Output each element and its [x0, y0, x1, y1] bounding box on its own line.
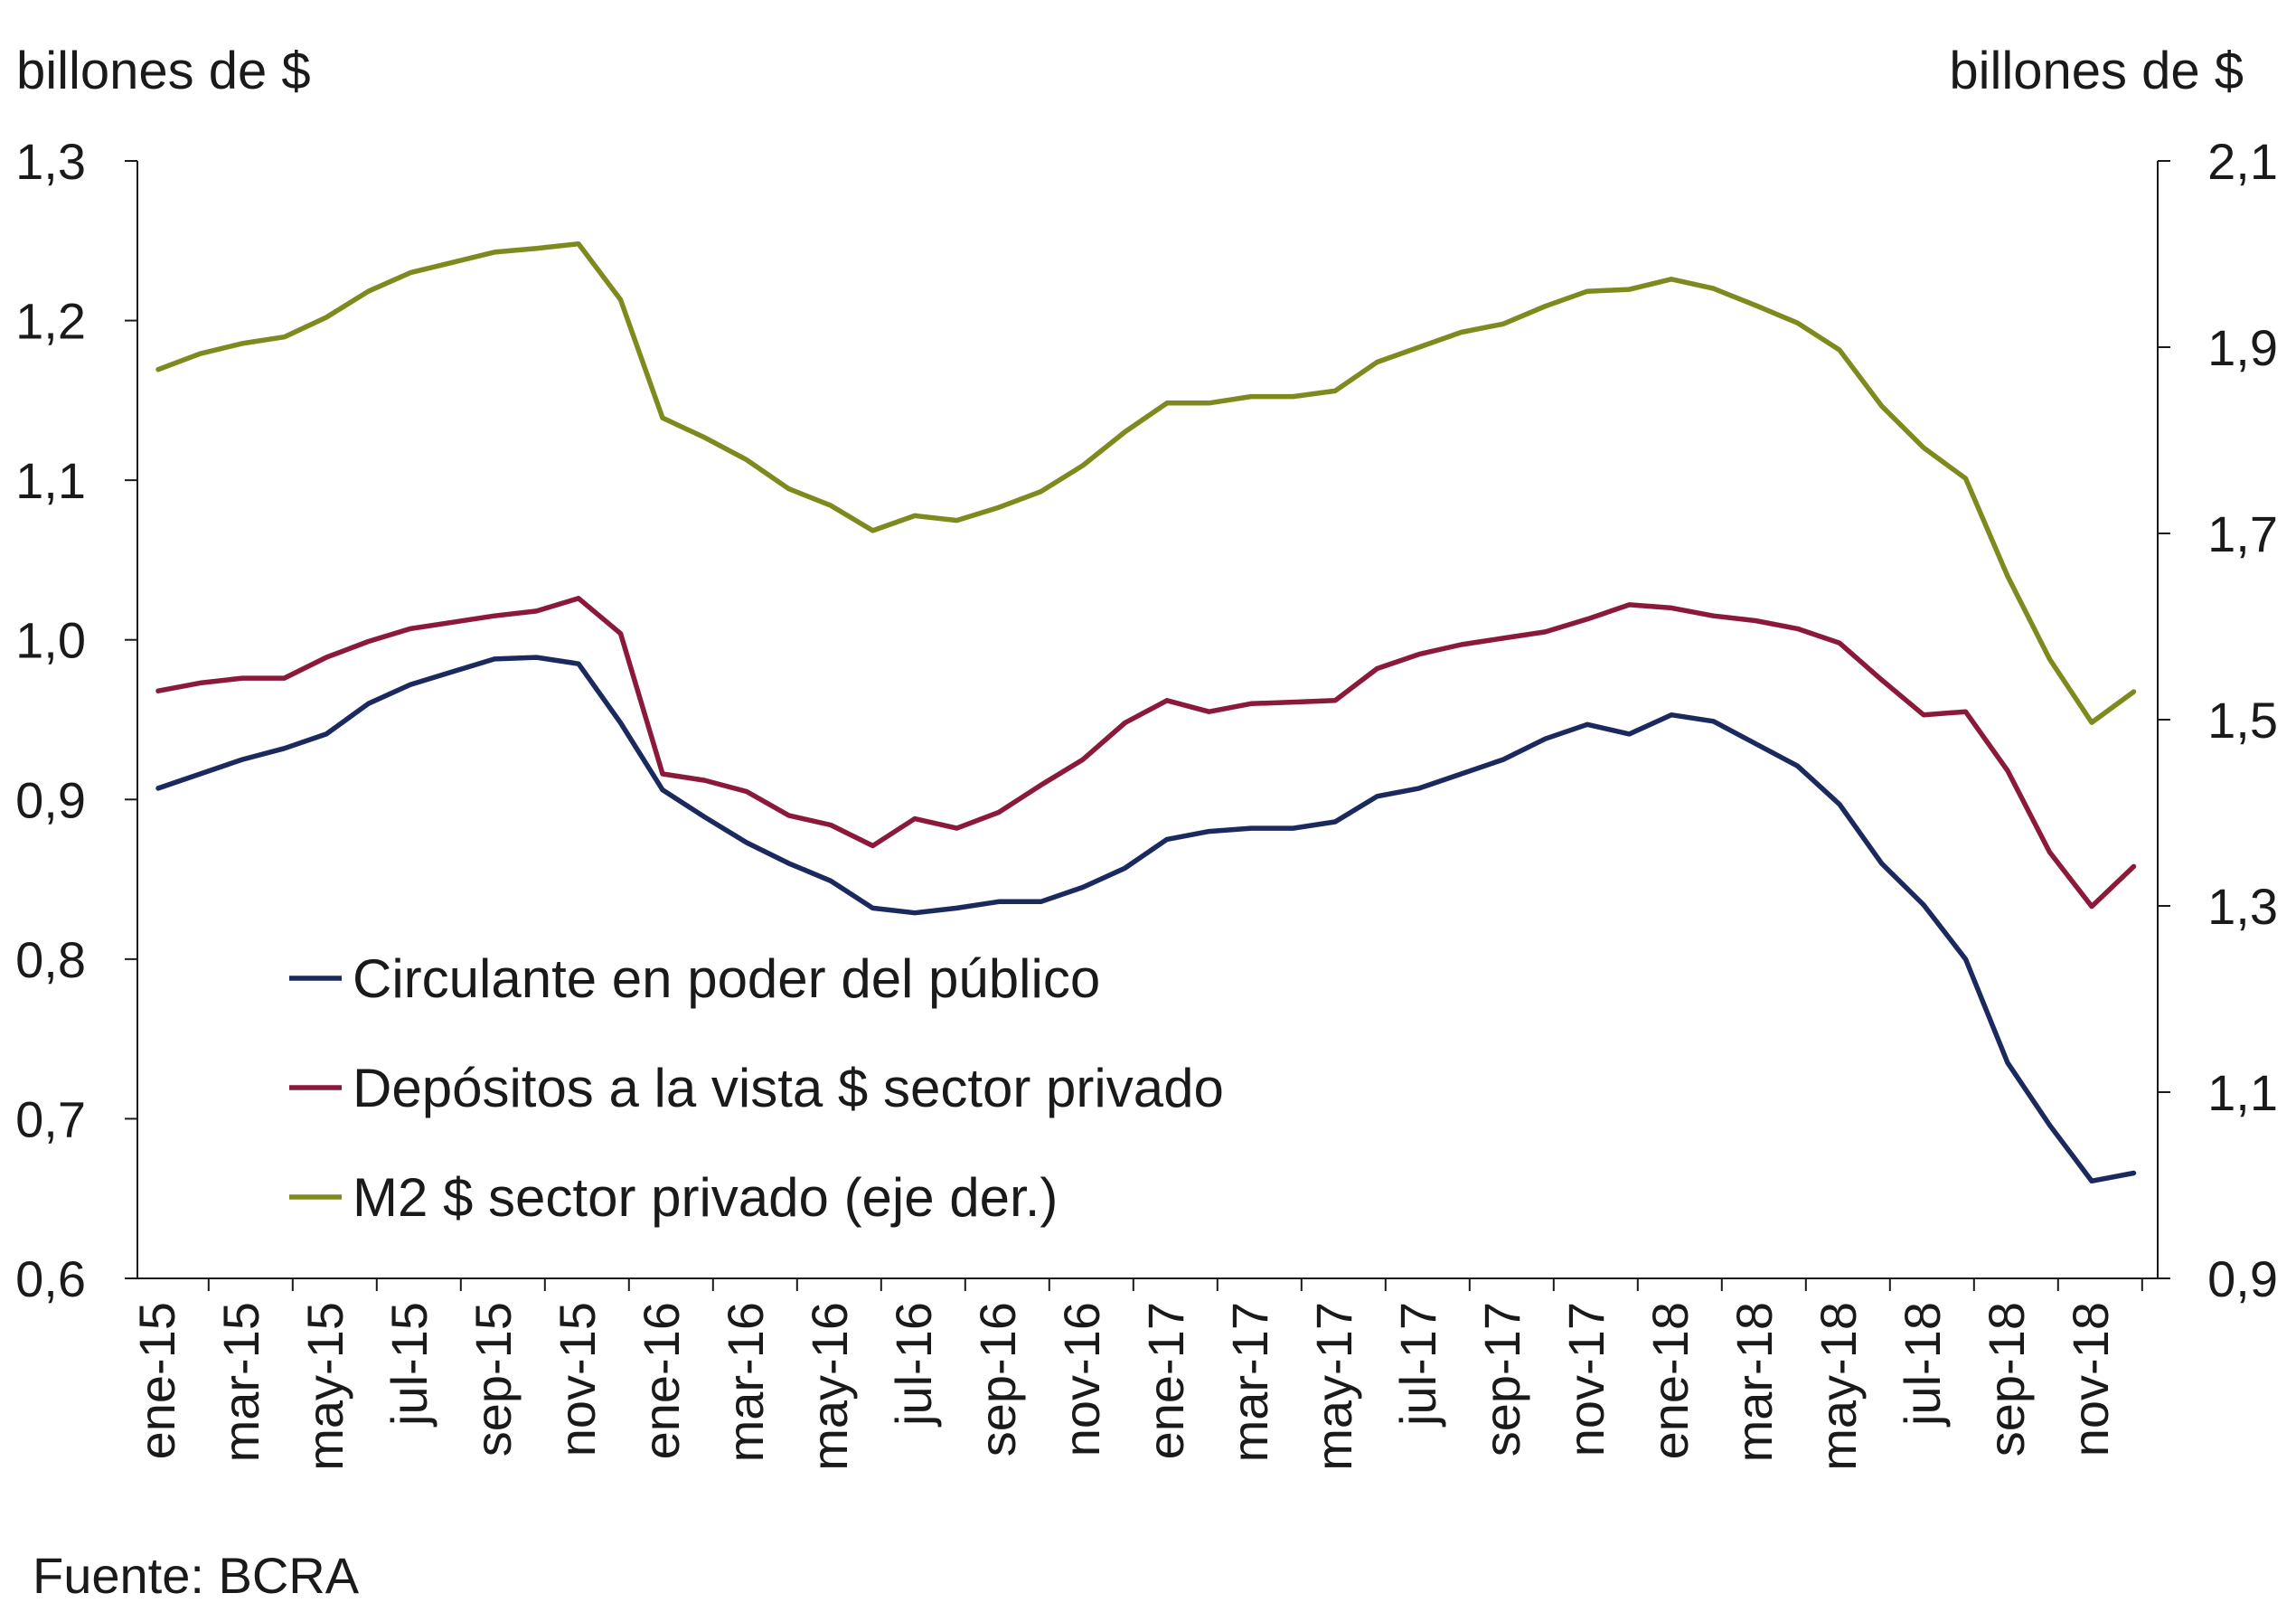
left-axis-unit-label: billones de $ [16, 42, 311, 100]
x-tick-label: nov-18 [2062, 1302, 2119, 1456]
left-y-tick-label: 0,9 [15, 771, 86, 828]
right-y-tick-label: 1,1 [2207, 1064, 2278, 1121]
legend: Circulante en poder del público Depósitos… [289, 948, 1224, 1228]
x-tick-label: sep-17 [1473, 1302, 1530, 1456]
x-tick-label: sep-18 [1978, 1302, 2035, 1456]
left-y-tick-label: 1,1 [15, 452, 86, 509]
x-tick-label: mar-17 [1221, 1302, 1278, 1462]
left-y-tick-label: 0,8 [15, 931, 86, 988]
x-tick-label: mar-16 [717, 1302, 774, 1462]
series-line-1 [155, 596, 2137, 910]
left-y-tick-label: 0,7 [15, 1090, 86, 1147]
x-tick-label: mar-18 [1726, 1302, 1783, 1462]
x-tick-label: jul-15 [381, 1302, 438, 1428]
right-y-tick-label: 1,7 [2207, 505, 2278, 562]
series-lines [155, 240, 2137, 1184]
series-line-2 [155, 240, 2137, 725]
x-tick-label: sep-15 [465, 1302, 522, 1456]
left-y-tick-label: 1,3 [15, 133, 86, 190]
x-tick-label: jul-17 [1389, 1302, 1446, 1428]
source-note: Fuente: BCRA [33, 1547, 360, 1604]
x-tick-label: ene-15 [128, 1302, 185, 1459]
x-tick-label: nov-16 [1053, 1302, 1110, 1456]
x-tick-label: nov-15 [549, 1302, 606, 1456]
legend-label-2: M2 $ sector privado (eje der.) [353, 1167, 1058, 1228]
left-y-ticks: 0,6 0,7 0,8 0,9 1,0 1,1 1,2 1,3 [15, 133, 137, 1307]
right-y-tick-label: 0,9 [2207, 1250, 2278, 1307]
right-y-tick-label: 1,5 [2207, 692, 2278, 749]
left-y-tick-label: 0,6 [15, 1250, 86, 1307]
left-y-tick-label: 1,0 [15, 612, 86, 669]
series-line-0 [155, 655, 2137, 1184]
x-tick-label: may-17 [1305, 1302, 1362, 1471]
x-tick-label: ene-18 [1642, 1302, 1698, 1459]
right-y-ticks: 0,9 1,1 1,3 1,5 1,7 1,9 2,1 [2158, 133, 2278, 1307]
x-tick-label: jul-18 [1894, 1302, 1951, 1428]
legend-label-1: Depósitos a la vista $ sector privado [353, 1058, 1224, 1118]
x-tick-label: ene-17 [1137, 1302, 1194, 1459]
right-y-tick-label: 2,1 [2207, 133, 2278, 190]
left-y-tick-label: 1,2 [15, 293, 86, 350]
x-tick-label: may-16 [801, 1302, 858, 1471]
right-y-tick-label: 1,9 [2207, 319, 2278, 376]
x-tick-label: nov-17 [1557, 1302, 1614, 1456]
x-ticks: ene-15 mar-15 may-15 jul-15 sep-15 nov-15 ene-… [128, 1278, 2143, 1471]
x-tick-label: may-15 [296, 1302, 353, 1471]
x-tick-label: sep-16 [969, 1302, 1026, 1456]
x-tick-label: may-18 [1810, 1302, 1867, 1471]
x-tick-label: ene-16 [633, 1302, 690, 1459]
legend-label-0: Circulante en poder del público [353, 948, 1100, 1009]
right-y-tick-label: 1,3 [2207, 878, 2278, 935]
x-tick-label: mar-15 [212, 1302, 269, 1462]
right-axis-unit-label: billones de $ [1949, 42, 2244, 100]
x-tick-label: jul-16 [885, 1302, 942, 1428]
